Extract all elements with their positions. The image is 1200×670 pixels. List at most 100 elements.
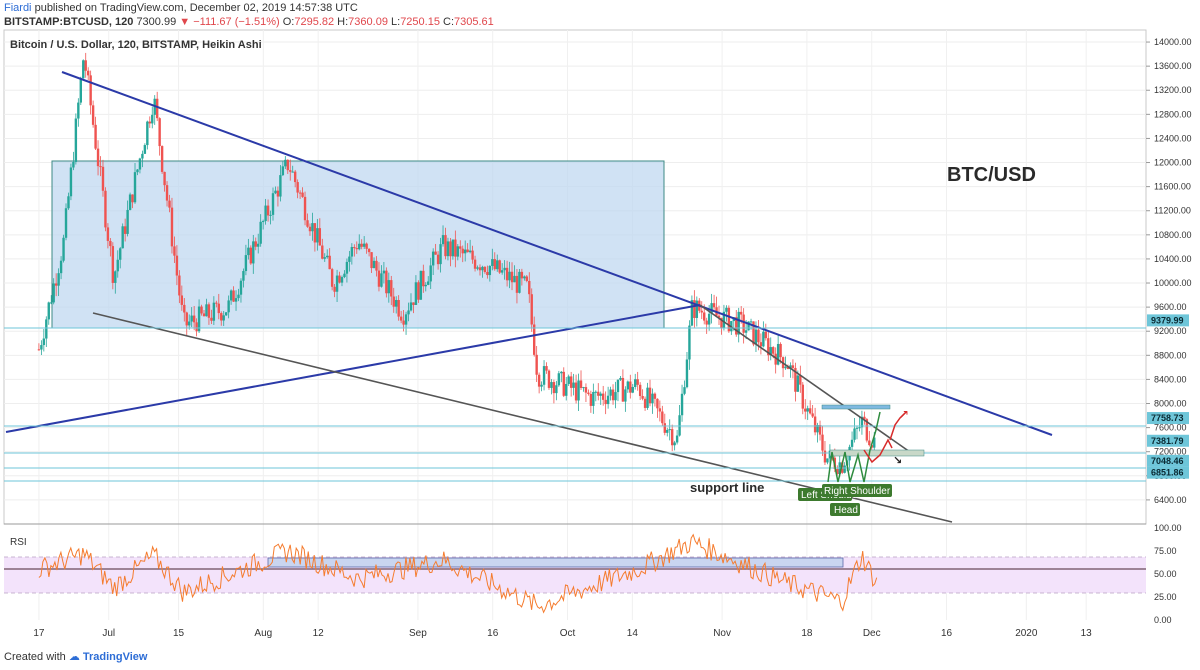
candle-body (757, 329, 760, 343)
candle-body (577, 380, 580, 401)
candle-body (476, 267, 479, 269)
candle-body (656, 398, 659, 409)
right-shoulder-badge: Right Shoulder (822, 484, 892, 497)
candle-body (266, 205, 270, 216)
price-level-tag[interactable]: 6851.86 (1147, 466, 1189, 479)
candle-body (385, 270, 388, 294)
rsi-tick-label: 100.00 (1154, 523, 1182, 533)
author-name[interactable]: Fiardi (4, 2, 32, 14)
candle-body (183, 304, 186, 313)
candle-body (572, 382, 575, 388)
x-tick-label: Aug (254, 628, 272, 639)
x-tick-label: 15 (173, 628, 185, 639)
candle-body (710, 303, 713, 314)
candle-body (335, 275, 339, 292)
candle-body (94, 124, 97, 149)
candle-body (328, 255, 331, 270)
candle-body (303, 196, 307, 221)
candle-body (247, 247, 250, 256)
price-level-tag[interactable]: 7758.73 (1147, 412, 1189, 425)
candle-body (249, 247, 253, 264)
candle-body (747, 321, 750, 331)
candle-body (338, 275, 341, 283)
up-arrow-icon: ↗ (899, 407, 909, 421)
rsi-box (267, 557, 844, 568)
price-level-tag[interactable]: 7048.46 (1147, 454, 1189, 467)
price-level-tag[interactable]: 9379.99 (1147, 314, 1189, 327)
candle-body (629, 381, 632, 393)
candle-body (769, 347, 772, 356)
candle-body (663, 423, 666, 433)
candle-body (547, 370, 551, 388)
neckline-trendline[interactable] (699, 304, 911, 453)
candle-body (205, 304, 208, 317)
candle-body (611, 389, 615, 401)
candle-body (254, 241, 257, 247)
candle-body (306, 220, 309, 227)
candle-body (488, 265, 492, 276)
head-shoulders-pattern (827, 411, 881, 483)
candle-body (567, 376, 570, 384)
tradingview-brand[interactable]: TradingView (82, 651, 148, 663)
rsi-pane[interactable]: RSI 100.00 75.00 50.00 25.00 0.00 (4, 523, 1182, 625)
candle-body (749, 321, 753, 323)
candle-body (79, 78, 82, 103)
candle-body (114, 271, 117, 283)
candle-body (296, 182, 299, 193)
candle-body (195, 322, 198, 332)
candle-body (271, 193, 275, 215)
candle-body (67, 196, 70, 209)
price-level-label: 7381.79 (1151, 436, 1184, 446)
candle-body (111, 246, 115, 283)
bullish-path-1 (863, 438, 893, 464)
candle-body (500, 270, 504, 273)
candle-body (395, 299, 398, 307)
candle-body (520, 271, 524, 279)
candle-body (326, 255, 329, 258)
candle-body (340, 277, 344, 283)
candle-body (358, 243, 361, 250)
candle-body (449, 241, 452, 257)
price-chart[interactable]: 14000.00 13600.00 13200.00 12800.00 12400.00… (0, 0, 1200, 650)
candle-body (375, 260, 378, 271)
candle-body (54, 283, 58, 286)
candle-body (444, 235, 447, 257)
candle-body (37, 349, 41, 351)
head-badge: Head (830, 503, 860, 516)
candle-body (259, 221, 262, 244)
candle-body (242, 271, 245, 281)
candle-body (565, 383, 568, 396)
candle-body (796, 375, 800, 392)
candle-body (705, 320, 708, 325)
support-trendline[interactable] (92, 312, 953, 523)
candle-body (173, 246, 176, 256)
candle-body (424, 284, 427, 287)
candle-body (146, 121, 149, 146)
rsi-line (38, 533, 878, 614)
upper-trendline[interactable] (61, 71, 1053, 436)
candle-body (860, 416, 864, 428)
candle-body (631, 386, 634, 393)
candle-body (232, 290, 235, 302)
candle-body (190, 315, 193, 322)
candle-body (291, 171, 294, 173)
candle-body (545, 366, 548, 371)
consolidation-box (51, 160, 665, 329)
candle-body (725, 307, 728, 312)
candle-body (163, 171, 166, 186)
candle-body (508, 271, 511, 281)
y-tick-label: 7600.00 (1154, 423, 1187, 433)
candle-body (192, 315, 196, 323)
y-tick-label: 9600.00 (1154, 302, 1187, 312)
candle-body (461, 248, 464, 254)
candle-body (151, 114, 154, 124)
candle-body (594, 391, 597, 393)
candle-body (84, 60, 87, 71)
published-text: published on TradingView.com, December 0… (34, 2, 358, 14)
candle-body (791, 365, 795, 368)
price-level-tag[interactable]: 7381.79 (1147, 434, 1189, 447)
y-tick-label: 11200.00 (1154, 206, 1191, 216)
y-tick-label: 10000.00 (1154, 278, 1192, 288)
lower-trendline[interactable] (5, 304, 701, 433)
candle-body (599, 393, 602, 396)
